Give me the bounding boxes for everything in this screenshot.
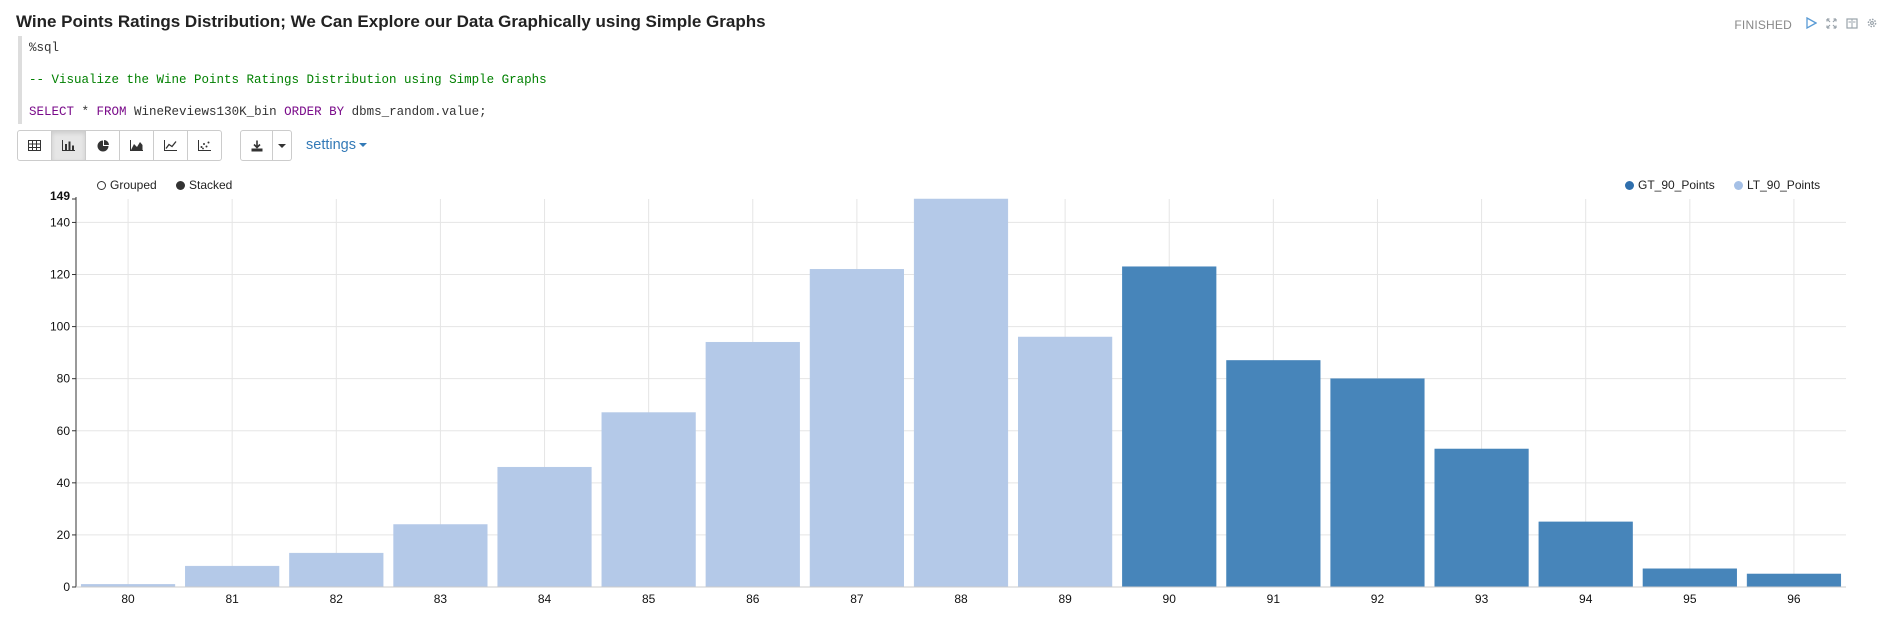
x-tick-label: 93 xyxy=(1475,592,1489,606)
y-tick-label: 40 xyxy=(57,476,71,490)
legend-gt[interactable]: GT_90_Points xyxy=(1625,178,1715,192)
table-icon xyxy=(28,140,41,151)
x-tick-label: 84 xyxy=(538,592,552,606)
bar-GT_90_Points-93 xyxy=(1434,448,1529,588)
table-view-button[interactable] xyxy=(17,130,52,161)
y-tick-label: 100 xyxy=(50,320,70,334)
radio-filled-icon xyxy=(176,180,185,190)
paragraph-controls xyxy=(1805,16,1878,30)
scatter-chart-button[interactable] xyxy=(187,130,222,161)
x-tick-label: 80 xyxy=(121,592,135,606)
code-line-1: %sql xyxy=(29,41,60,55)
bar-chart-icon xyxy=(62,140,75,151)
area-chart-icon xyxy=(130,140,143,151)
chevron-down-icon xyxy=(278,143,286,148)
gear-icon[interactable] xyxy=(1865,16,1878,30)
bar-LT_90_Points-86 xyxy=(705,341,800,588)
y-tick-label: 80 xyxy=(57,372,71,386)
code-line-3: SELECT * FROM WineReviews130K_bin ORDER … xyxy=(29,104,487,120)
code-text: WineReviews130K_bin xyxy=(126,105,285,119)
download-icon xyxy=(251,140,262,151)
bar-LT_90_Points-82 xyxy=(289,552,384,588)
x-tick-label: 81 xyxy=(225,592,239,606)
x-tick-label: 82 xyxy=(330,592,344,606)
download-group xyxy=(240,130,292,161)
bar-GT_90_Points-95 xyxy=(1642,568,1737,588)
stacked-label: Stacked xyxy=(189,178,233,192)
line-chart-button[interactable] xyxy=(153,130,188,161)
settings-dropdown[interactable]: settings xyxy=(306,137,367,153)
bar-LT_90_Points-88 xyxy=(913,198,1009,588)
bar-GT_90_Points-96 xyxy=(1746,573,1842,588)
y-tick-label: 120 xyxy=(50,268,70,282)
y-tick-label: 20 xyxy=(57,528,71,542)
code-text: * xyxy=(74,105,97,119)
bar-LT_90_Points-87 xyxy=(809,269,904,588)
keyword-from: FROM xyxy=(96,105,127,119)
legend-lt-swatch xyxy=(1734,180,1743,190)
legend-lt-label: LT_90_Points xyxy=(1747,178,1821,192)
x-tick-label: 83 xyxy=(434,592,448,606)
x-tick-label: 95 xyxy=(1683,592,1697,606)
download-dropdown-button[interactable] xyxy=(273,130,292,161)
x-tick-label: 90 xyxy=(1163,592,1177,606)
x-tick-label: 92 xyxy=(1371,592,1385,606)
pie-chart-button[interactable] xyxy=(85,130,120,161)
paragraph-title: Wine Points Ratings Distribution; We Can… xyxy=(16,12,766,31)
bar-chart: 0 20 40 60 80 100 120 140 149 80 81 82 83 84 85 86 87 88 8… xyxy=(50,190,1846,606)
run-icon[interactable] xyxy=(1805,16,1818,30)
settings-label: settings xyxy=(306,137,356,153)
keyword-select: SELECT xyxy=(29,105,75,119)
x-tick-label: 94 xyxy=(1579,592,1593,606)
x-tick-label: 86 xyxy=(746,592,760,606)
bar-LT_90_Points-89 xyxy=(1018,336,1113,588)
x-tick-label: 85 xyxy=(642,592,656,606)
stacked-toggle[interactable]: Stacked xyxy=(176,178,232,192)
x-tick-label: 87 xyxy=(850,592,864,606)
legend-gt-label: GT_90_Points xyxy=(1638,178,1715,192)
keyword-order-by: ORDER BY xyxy=(284,105,345,119)
x-tick-label: 91 xyxy=(1267,592,1281,606)
bar-GT_90_Points-90 xyxy=(1122,266,1217,588)
code-line-2: -- Visualize the Wine Points Ratings Dis… xyxy=(29,73,547,87)
status-label: FINISHED xyxy=(1734,18,1792,32)
x-tick-label: 89 xyxy=(1058,592,1072,606)
bar-LT_90_Points-81 xyxy=(185,565,280,588)
y-tick-label: 140 xyxy=(50,215,70,229)
legend-gt-swatch xyxy=(1625,180,1634,190)
bar-chart-button[interactable] xyxy=(51,130,86,161)
x-tick-label: 96 xyxy=(1787,592,1801,606)
pie-chart-icon xyxy=(97,139,109,151)
scatter-chart-icon xyxy=(198,140,211,151)
download-button[interactable] xyxy=(240,130,273,161)
bar-LT_90_Points-83 xyxy=(393,524,488,588)
bar-GT_90_Points-92 xyxy=(1330,378,1425,588)
code-text: dbms_random.value; xyxy=(344,105,487,119)
bar-LT_90_Points-84 xyxy=(497,466,592,588)
radio-empty-icon xyxy=(97,180,106,190)
area-chart-button[interactable] xyxy=(119,130,154,161)
line-chart-icon xyxy=(164,140,177,151)
code-editor[interactable]: %sql -- Visualize the Wine Points Rating… xyxy=(18,36,1678,124)
grouped-label: Grouped xyxy=(110,178,157,192)
visualization-toolbar xyxy=(17,130,222,161)
grouped-toggle[interactable]: Grouped xyxy=(97,178,157,192)
x-tick-label: 88 xyxy=(954,592,968,606)
chevron-down-icon xyxy=(358,143,367,148)
y-tick-label: 60 xyxy=(57,424,71,438)
book-icon[interactable] xyxy=(1845,16,1858,30)
bar-LT_90_Points-85 xyxy=(601,412,696,588)
y-tick-label: 149 xyxy=(50,190,70,203)
legend-lt[interactable]: LT_90_Points xyxy=(1734,178,1820,192)
expand-icon[interactable] xyxy=(1825,16,1838,30)
bar-GT_90_Points-91 xyxy=(1226,360,1321,588)
bar-GT_90_Points-94 xyxy=(1538,521,1633,588)
y-tick-label: 0 xyxy=(63,580,70,594)
